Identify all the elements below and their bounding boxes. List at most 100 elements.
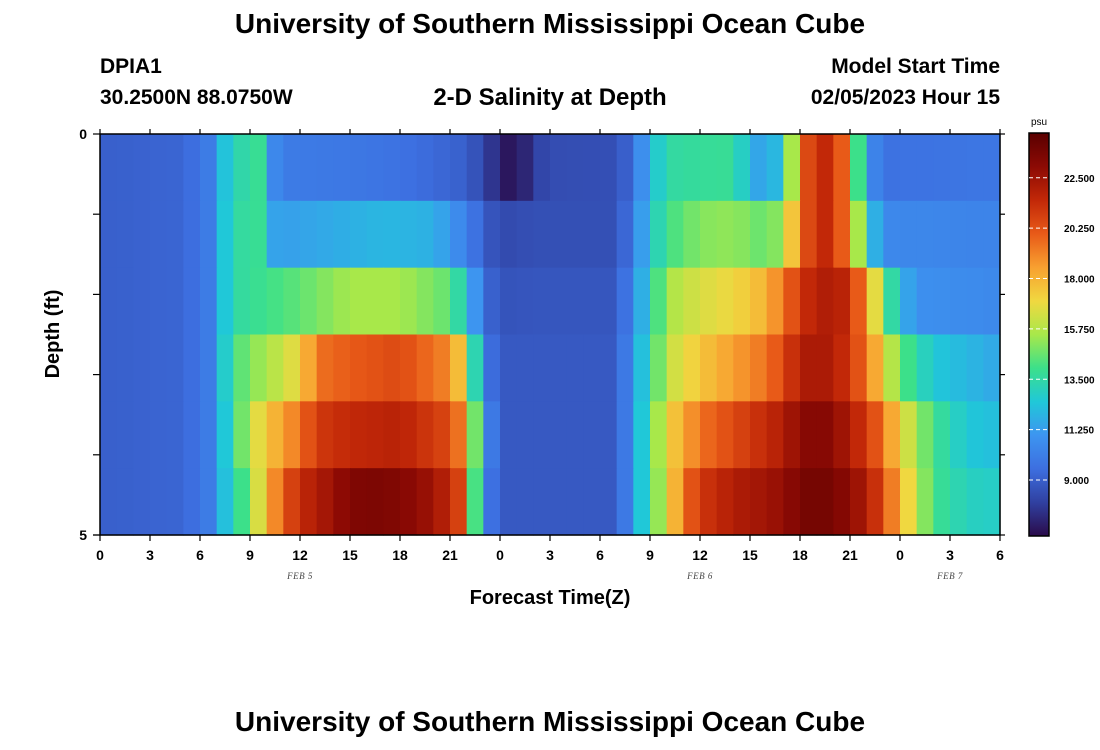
heatmap-cell xyxy=(733,134,751,202)
x-tick-label: 3 xyxy=(546,547,554,563)
heatmap-cell xyxy=(300,267,318,336)
heatmap-cell xyxy=(516,200,534,269)
heatmap-cell xyxy=(666,267,684,336)
plot-title: 2-D Salinity at Depth xyxy=(433,84,667,111)
heatmap-cell xyxy=(983,334,1001,402)
heatmap-cell xyxy=(283,134,301,202)
heatmap-cell xyxy=(383,401,401,469)
station-coordinates: 30.2500N 88.0750W xyxy=(100,86,293,109)
heatmap-cell xyxy=(750,200,768,269)
heatmap-cell xyxy=(316,468,334,536)
heatmap-cell xyxy=(666,200,684,269)
heatmap-cell xyxy=(833,334,851,402)
footer-title: University of Southern Mississippi Ocean… xyxy=(234,706,866,737)
heatmap-cell xyxy=(833,468,851,536)
heatmap-cell xyxy=(233,334,251,402)
heatmap-cell xyxy=(300,468,318,536)
heatmap-cell xyxy=(166,200,184,269)
heatmap-cell xyxy=(100,468,118,536)
heatmap-cell xyxy=(900,267,918,336)
heatmap-cell xyxy=(683,334,701,402)
heatmap-cell xyxy=(883,334,901,402)
heatmap-cell xyxy=(183,134,201,202)
heatmap-cell xyxy=(516,468,534,536)
heatmap-cell xyxy=(550,134,568,202)
heatmap-cell xyxy=(500,134,518,202)
heatmap-cell xyxy=(800,401,818,469)
heatmap-cell xyxy=(583,267,601,336)
heatmap-cell xyxy=(816,468,834,536)
heatmap-cell xyxy=(783,267,801,336)
heatmap-cell xyxy=(300,200,318,269)
heatmap-cell xyxy=(783,401,801,469)
heatmap-cell xyxy=(933,334,951,402)
heatmap-cell xyxy=(316,200,334,269)
heatmap-cell xyxy=(883,200,901,269)
x-axis: 0 3 6 9 12 15 18 21 0 3 6 9 12 15 18 21 0 3 6 FEB 5 FEB 6 FEB… xyxy=(96,129,1004,581)
heatmap-cell xyxy=(133,401,151,469)
heatmap-cell xyxy=(200,334,218,402)
heatmap-cell xyxy=(683,401,701,469)
heatmap-cell xyxy=(116,468,134,536)
heatmap-cell xyxy=(616,401,634,469)
heatmap-cell xyxy=(850,134,868,202)
heatmap-cell xyxy=(966,267,984,336)
x-tick-label: 6 xyxy=(596,547,604,563)
colorbar-scale xyxy=(1028,132,1050,537)
heatmap-cell xyxy=(900,134,918,202)
x-tick-label: 15 xyxy=(342,547,358,563)
heatmap-cell xyxy=(633,468,651,536)
heatmap-cell xyxy=(633,134,651,202)
heatmap-cell xyxy=(566,468,584,536)
heatmap-cell xyxy=(916,468,934,536)
heatmap-cell xyxy=(216,267,234,336)
heatmap-cell xyxy=(400,134,418,202)
heatmap-cell xyxy=(833,200,851,269)
heatmap-cell xyxy=(266,401,284,469)
heatmap-cell xyxy=(716,134,734,202)
heatmap-cell xyxy=(100,134,118,202)
heatmap-cell xyxy=(866,134,884,202)
heatmap-cell xyxy=(366,468,384,536)
heatmap-cell xyxy=(566,334,584,402)
heatmap-cell xyxy=(550,267,568,336)
colorbar-tick-label: 22.500 xyxy=(1064,174,1095,185)
heatmap-cell xyxy=(766,401,784,469)
heatmap-cell xyxy=(750,334,768,402)
heatmap-cell xyxy=(266,200,284,269)
heatmap-cell xyxy=(716,401,734,469)
heatmap-cell xyxy=(633,401,651,469)
x-tick-label: 0 xyxy=(896,547,904,563)
x-tick-label: 18 xyxy=(392,547,408,563)
heatmap-cell xyxy=(716,334,734,402)
heatmap-cell xyxy=(566,401,584,469)
heatmap-cell xyxy=(833,267,851,336)
heatmap-cell xyxy=(950,334,968,402)
heatmap-cell xyxy=(133,334,151,402)
heatmap-cell xyxy=(916,401,934,469)
heatmap-cell xyxy=(733,401,751,469)
heatmap-cell xyxy=(283,401,301,469)
heatmap-cell xyxy=(816,200,834,269)
heatmap-cell xyxy=(166,468,184,536)
heatmap-cell xyxy=(766,334,784,402)
heatmap-cell xyxy=(300,401,318,469)
x-tick-label: 9 xyxy=(246,547,254,563)
heatmap-cell xyxy=(966,200,984,269)
heatmap-cell xyxy=(400,334,418,402)
heatmap-cell xyxy=(983,200,1001,269)
heatmap-cell xyxy=(783,468,801,536)
x-tick-label: 0 xyxy=(496,547,504,563)
heatmap-cell xyxy=(350,334,368,402)
heatmap-cell xyxy=(716,200,734,269)
heatmap-cell xyxy=(533,134,551,202)
heatmap-cell xyxy=(850,468,868,536)
colorbar-tick-label: 9.000 xyxy=(1064,476,1089,487)
heatmap-cell xyxy=(816,267,834,336)
heatmap-cell xyxy=(933,200,951,269)
page-title: University of Southern Mississippi Ocean… xyxy=(234,8,866,39)
heatmap-cell xyxy=(966,134,984,202)
heatmap-cell xyxy=(500,200,518,269)
heatmap-cell xyxy=(950,200,968,269)
heatmap-cell xyxy=(933,267,951,336)
